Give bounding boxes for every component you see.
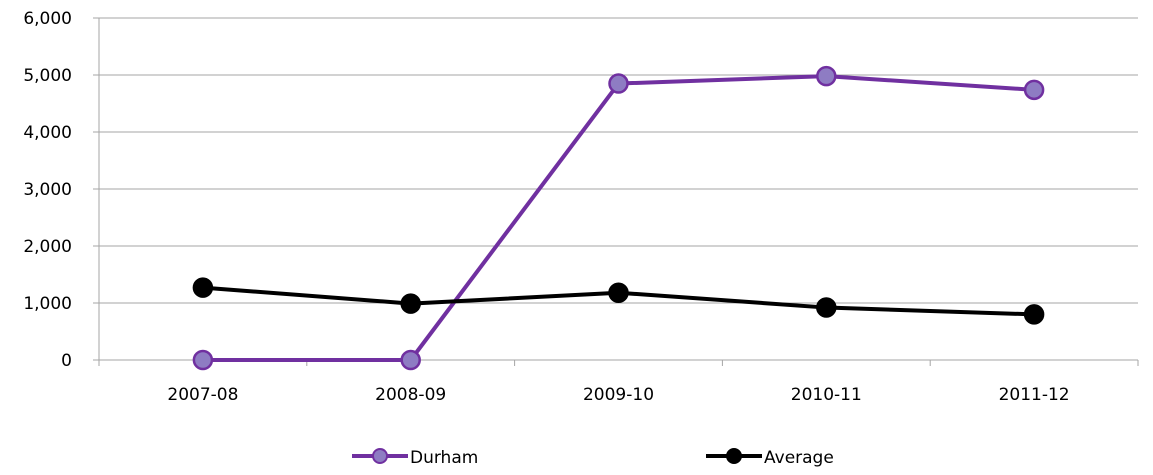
x-tick-label: 2007-08 [167,385,238,405]
y-tick-label: 2,000 [23,237,72,257]
average-point [1023,304,1045,325]
y-tick-label: 3,000 [23,180,72,200]
y-tick-label: 4,000 [23,123,72,143]
x-tick-label: 2011-12 [999,385,1070,405]
gridlines [99,17,1138,304]
legend-marker [726,448,742,464]
y-tick-label: 5,000 [23,66,72,86]
legend-label: Average [764,448,834,468]
durham-series-line [202,74,1035,362]
x-tick-label: 2008-09 [375,385,446,405]
average-point [608,282,629,303]
y-tick-label: 0 [61,351,72,371]
durham-point [192,349,214,371]
average-point [816,297,837,318]
durham-point [608,73,629,94]
x-tick-label: 2009-10 [583,385,654,405]
axes: 0 1,000 2,000 3,000 4,000 5,000 6,000 2007-08 20… [23,9,1139,405]
average-point [192,277,214,298]
x-tick-label: 2010-11 [791,385,862,405]
series [192,65,1045,371]
durham-point [1023,79,1045,101]
legend-item-durham: Durham [352,448,478,468]
durham-point [400,349,421,371]
y-tick-label: 1,000 [23,294,72,314]
legend-marker [372,448,388,464]
legend-item-average: Average [706,448,834,468]
legend-label: Durham [410,448,478,468]
legend: Durham Average [352,448,834,468]
average-point [400,293,421,314]
y-tick-label: 6,000 [23,9,72,29]
durham-point [816,65,837,87]
